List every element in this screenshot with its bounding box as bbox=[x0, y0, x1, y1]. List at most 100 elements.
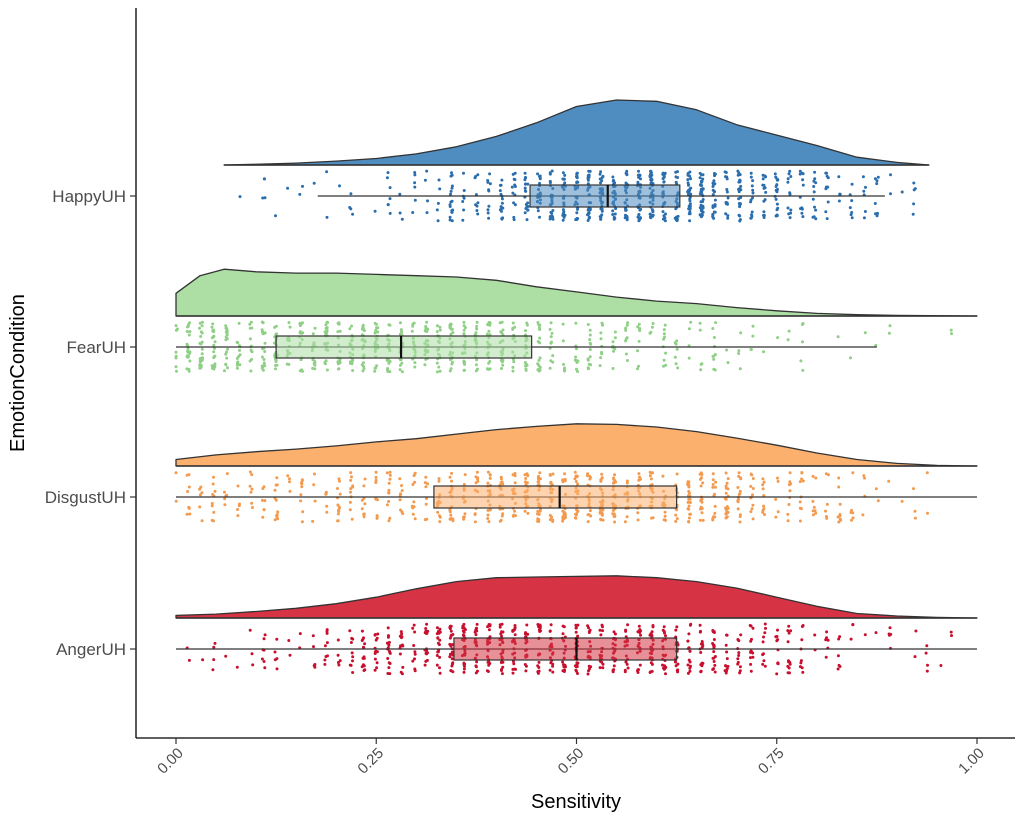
data-point bbox=[562, 215, 566, 219]
data-point bbox=[198, 487, 202, 491]
data-point bbox=[198, 326, 201, 330]
data-point bbox=[312, 181, 316, 185]
data-point bbox=[523, 189, 527, 193]
data-point bbox=[212, 519, 215, 523]
data-point bbox=[786, 519, 790, 523]
y-axis-title: EmotionCondition bbox=[7, 294, 29, 452]
data-point bbox=[562, 625, 566, 629]
data-point bbox=[576, 217, 580, 221]
data-point bbox=[501, 206, 505, 210]
data-point bbox=[212, 645, 216, 649]
data-point bbox=[851, 516, 855, 520]
data-point bbox=[688, 210, 692, 214]
data-point bbox=[776, 510, 780, 514]
data-point bbox=[913, 187, 917, 191]
data-point bbox=[351, 485, 355, 489]
data-point bbox=[513, 509, 517, 513]
data-point bbox=[612, 481, 616, 485]
data-point bbox=[423, 481, 427, 485]
x-axis-ticks: 0.00 0.25 0.50 0.75 1.00 bbox=[154, 738, 988, 777]
data-point bbox=[776, 336, 780, 340]
data-point bbox=[523, 509, 527, 513]
data-point bbox=[475, 660, 479, 664]
x-tick-label: 0.25 bbox=[354, 745, 387, 778]
data-point bbox=[712, 650, 716, 654]
data-point bbox=[313, 361, 317, 364]
data-point bbox=[210, 502, 214, 505]
data-point bbox=[913, 509, 917, 513]
data-point bbox=[463, 326, 467, 330]
data-point bbox=[599, 633, 603, 637]
data-point bbox=[386, 171, 390, 175]
data-point bbox=[687, 497, 691, 501]
data-point bbox=[863, 633, 867, 637]
data-point bbox=[551, 360, 555, 364]
data-point bbox=[363, 642, 367, 646]
data-point bbox=[413, 630, 417, 634]
data-point bbox=[662, 630, 666, 634]
y-tick-label: DisgustUH bbox=[45, 488, 126, 507]
data-point bbox=[200, 324, 204, 328]
data-point bbox=[425, 211, 429, 215]
data-point bbox=[210, 504, 214, 508]
data-point bbox=[676, 170, 679, 174]
data-point bbox=[400, 217, 404, 221]
data-point bbox=[236, 484, 240, 488]
data-point bbox=[649, 177, 653, 181]
data-point bbox=[689, 186, 693, 190]
data-point bbox=[714, 485, 717, 489]
data-point bbox=[511, 671, 515, 675]
data-point bbox=[737, 190, 741, 194]
data-point bbox=[211, 493, 215, 496]
data-point bbox=[351, 659, 354, 663]
data-point bbox=[751, 626, 755, 630]
data-point bbox=[800, 211, 804, 215]
data-point bbox=[573, 516, 577, 520]
data-point bbox=[561, 669, 565, 673]
data-point bbox=[712, 179, 716, 183]
data-point bbox=[739, 476, 743, 480]
data-point bbox=[351, 369, 355, 372]
data-point bbox=[238, 348, 241, 352]
data-point bbox=[263, 341, 267, 345]
data-point bbox=[275, 637, 279, 641]
data-point bbox=[701, 187, 705, 191]
data-point bbox=[650, 669, 654, 673]
data-point bbox=[438, 325, 442, 329]
data-point bbox=[675, 517, 679, 521]
data-point bbox=[225, 493, 229, 497]
data-point bbox=[187, 658, 191, 662]
data-point bbox=[786, 180, 790, 184]
data-point bbox=[400, 370, 404, 374]
data-point bbox=[211, 668, 215, 672]
data-point bbox=[311, 519, 315, 523]
data-point bbox=[373, 668, 377, 672]
data-point bbox=[263, 633, 267, 637]
data-point bbox=[198, 505, 202, 509]
density-cloud bbox=[175, 268, 978, 317]
data-point bbox=[726, 477, 730, 481]
data-point bbox=[361, 656, 365, 660]
data-point bbox=[438, 655, 442, 659]
data-point bbox=[675, 217, 679, 221]
data-point bbox=[525, 321, 529, 325]
data-point bbox=[851, 471, 855, 475]
y-tick-label: FearUH bbox=[66, 338, 126, 357]
data-point bbox=[698, 328, 702, 332]
data-point bbox=[537, 660, 541, 664]
data-point bbox=[274, 367, 277, 371]
data-point bbox=[562, 362, 565, 366]
data-point bbox=[539, 629, 542, 633]
data-point bbox=[848, 206, 852, 210]
data-point bbox=[751, 188, 755, 192]
data-point bbox=[487, 204, 491, 208]
data-point bbox=[500, 622, 504, 626]
data-point bbox=[523, 186, 527, 190]
data-point bbox=[674, 342, 678, 346]
data-point bbox=[762, 350, 765, 354]
data-point bbox=[711, 483, 715, 486]
data-point bbox=[751, 196, 754, 200]
data-point bbox=[837, 520, 841, 524]
data-point bbox=[762, 504, 766, 508]
data-point bbox=[575, 361, 579, 364]
